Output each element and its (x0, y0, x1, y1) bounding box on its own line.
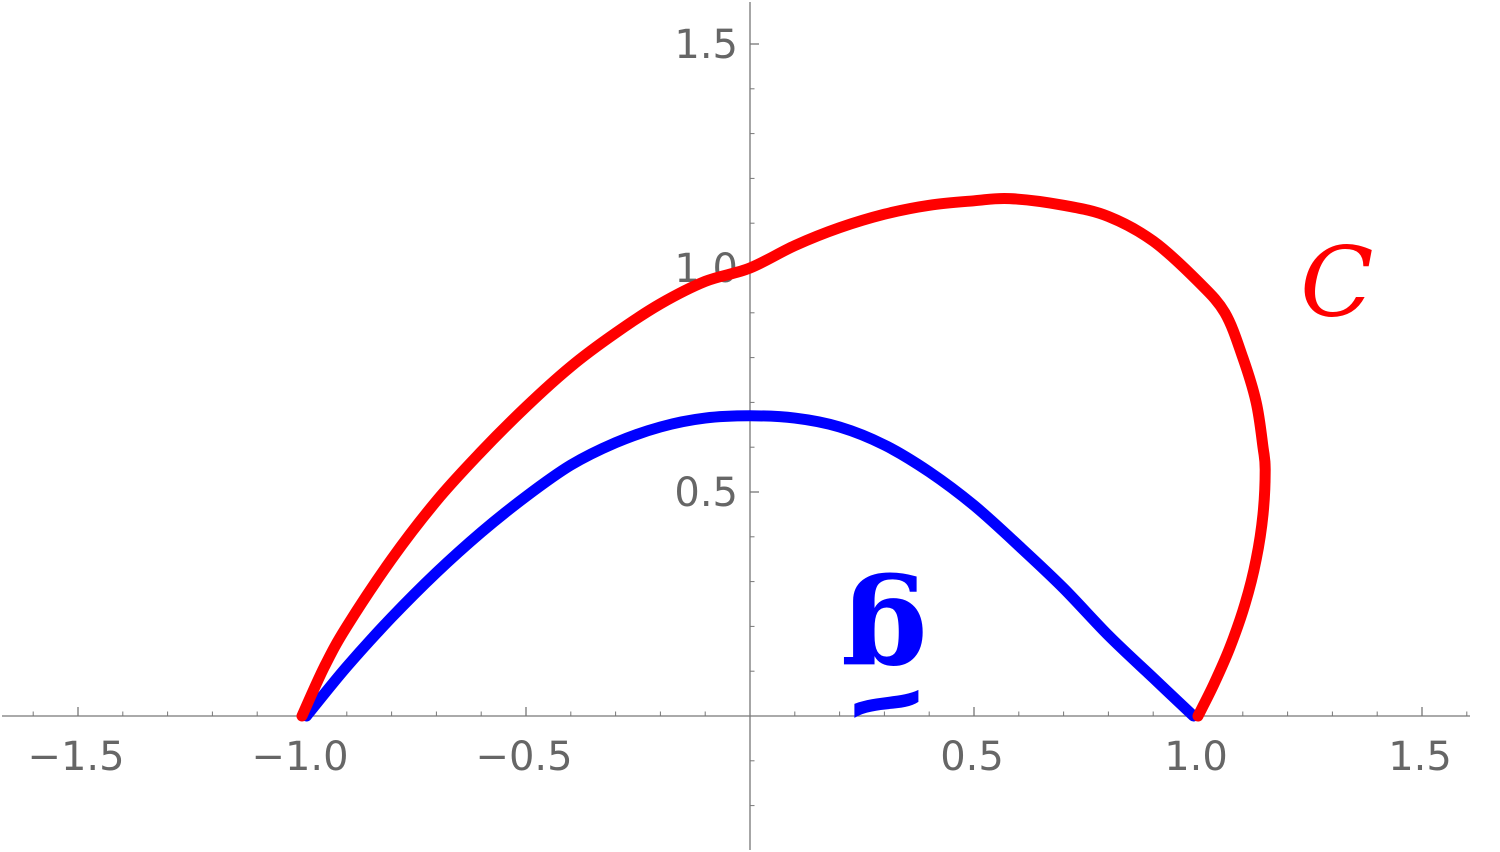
annotations: Cg (841, 226, 1374, 718)
curve-label-c: C (1300, 226, 1373, 338)
x-tick-label: −0.5 (475, 734, 572, 780)
series-line-g (301, 410, 1199, 722)
x-tick-label: 1.5 (1388, 734, 1452, 780)
x-tick-label: 0.5 (940, 734, 1004, 780)
series-line-c (296, 192, 1271, 722)
x-tick-label: −1.0 (251, 734, 348, 780)
series-group (296, 192, 1271, 722)
curve-label-g: g (841, 570, 928, 715)
tick-labels: −1.5 −1.0 −0.5 0.5 1.0 1.50.51.01.5 (27, 22, 1451, 780)
y-tick-label: 1.5 (674, 22, 738, 68)
axes (2, 2, 1470, 850)
y-tick-label: 0.5 (674, 470, 738, 516)
curve-label-g-group: g (841, 570, 928, 718)
curve-label-g-accent (854, 689, 919, 718)
x-tick-label: −1.5 (27, 734, 124, 780)
x-tick-label: 1.0 (1164, 734, 1228, 780)
tick-marks (32, 43, 1468, 807)
